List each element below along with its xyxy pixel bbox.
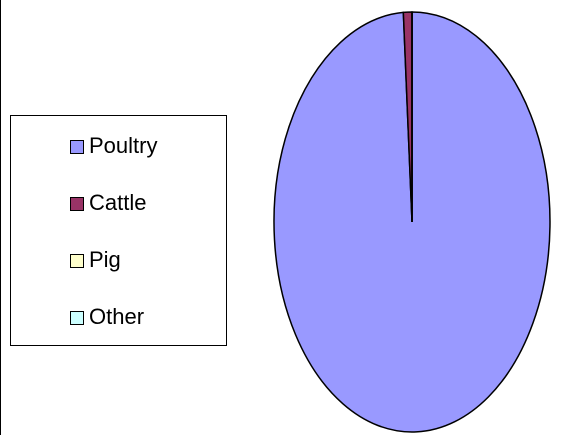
legend-swatch <box>70 311 84 325</box>
legend-box <box>10 115 227 346</box>
legend-swatch <box>70 254 84 268</box>
legend-label: Cattle <box>89 190 146 215</box>
legend-label: Poultry <box>89 133 157 158</box>
legend-label: Other <box>89 304 144 329</box>
legend-label: Pig <box>89 247 121 272</box>
legend-swatch <box>70 197 84 211</box>
legend-swatch <box>70 140 84 154</box>
